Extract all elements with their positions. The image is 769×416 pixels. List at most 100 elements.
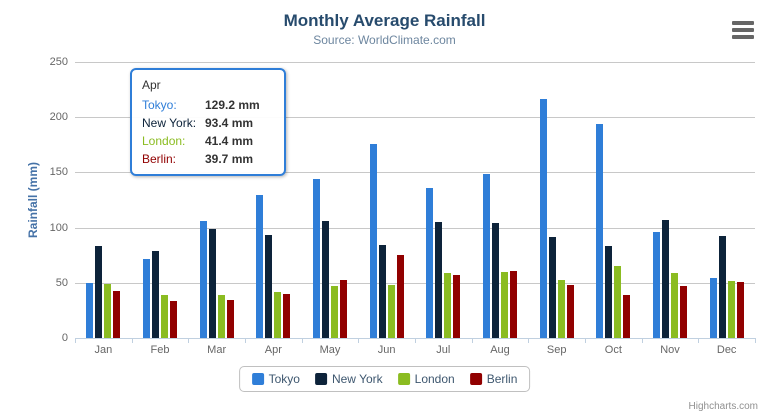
bar-london-oct[interactable] <box>614 266 622 338</box>
bar-tokyo-jul[interactable] <box>426 188 434 338</box>
bar-berlin-feb[interactable] <box>170 301 177 338</box>
bar-berlin-aug[interactable] <box>510 271 517 338</box>
bar-new-york-dec[interactable] <box>718 236 726 338</box>
bar-new-york-jan[interactable] <box>95 245 103 338</box>
bar-new-york-apr[interactable] <box>265 234 273 338</box>
legend-item-london[interactable]: London <box>397 372 455 386</box>
bar-tokyo-jun[interactable] <box>369 143 377 338</box>
y-axis-tick-label: 0 <box>61 332 68 344</box>
bar-london-feb[interactable] <box>161 295 168 338</box>
chart-subtitle: Source: WorldClimate.com <box>313 33 456 47</box>
bar-tokyo-jan[interactable] <box>86 282 94 338</box>
tooltip-series-value: 41.4 mm <box>205 134 254 148</box>
bar-berlin-nov[interactable] <box>680 286 687 338</box>
bar-london-may[interactable] <box>331 286 338 338</box>
bar-new-york-sep[interactable] <box>548 237 556 338</box>
bar-tokyo-feb[interactable] <box>143 259 150 338</box>
x-axis-category-label: Dec <box>716 344 737 356</box>
legend-item-tokyo[interactable]: Tokyo <box>251 372 300 386</box>
legend: Tokyo New York London Berlin <box>238 366 531 392</box>
tooltip-series-value: 39.7 mm <box>205 152 254 166</box>
tooltip-series-label: London: <box>142 134 186 148</box>
bar-tokyo-oct[interactable] <box>596 123 604 338</box>
bar-berlin-jun[interactable] <box>396 254 404 338</box>
bar-tokyo-may[interactable] <box>313 179 320 338</box>
x-axis-category-label: Feb <box>150 344 170 356</box>
x-axis-category-label: Mar <box>207 344 227 356</box>
bar-berlin-jul[interactable] <box>453 274 461 338</box>
y-axis-tick-label: 200 <box>49 111 68 124</box>
x-axis-category-label: Jan <box>94 344 113 356</box>
legend-label: New York <box>331 372 383 386</box>
bar-berlin-oct[interactable] <box>623 294 631 338</box>
bar-london-jan[interactable] <box>104 284 112 338</box>
x-axis-tick <box>415 339 416 343</box>
bar-london-mar[interactable] <box>217 294 225 338</box>
bar-new-york-aug[interactable] <box>492 222 499 338</box>
bar-london-aug[interactable] <box>501 272 508 338</box>
legend-swatch-tokyo <box>251 373 264 385</box>
bar-tokyo-nov[interactable] <box>653 232 660 338</box>
tooltip-category: Apr <box>142 78 161 92</box>
tooltip-series-value: 93.4 mm <box>205 116 254 130</box>
bar-new-york-may[interactable] <box>322 220 329 338</box>
bar-london-jun[interactable] <box>387 284 395 338</box>
bar-new-york-oct[interactable] <box>605 245 613 338</box>
x-axis-category-label: Nov <box>660 344 680 356</box>
chart-title: Monthly Average Rainfall <box>283 11 486 30</box>
tooltip-rows: Tokyo: 129.2 mm New York: 93.4 mm London: 41.… <box>142 96 274 168</box>
bar-new-york-jul[interactable] <box>435 222 443 338</box>
bar-london-apr[interactable] <box>274 292 282 338</box>
x-axis-category-label: Apr <box>264 344 282 356</box>
bar-berlin-sep[interactable] <box>566 285 574 338</box>
bar-tokyo-aug[interactable] <box>483 174 490 338</box>
x-axis-tick <box>131 339 133 343</box>
bar-berlin-dec[interactable] <box>736 281 744 338</box>
hamburger-icon <box>732 28 754 32</box>
bar-new-york-jun[interactable] <box>378 244 386 338</box>
x-axis-tick <box>641 339 643 343</box>
export-menu-button[interactable] <box>732 21 754 39</box>
bar-new-york-mar[interactable] <box>208 229 216 338</box>
bar-new-york-nov[interactable] <box>662 220 669 338</box>
bar-berlin-apr[interactable] <box>283 294 291 338</box>
legend-swatch-new-york <box>314 373 327 385</box>
bar-new-york-feb[interactable] <box>152 251 159 338</box>
bar-tokyo-dec[interactable] <box>709 277 717 338</box>
bar-berlin-jan[interactable] <box>113 291 121 338</box>
hamburger-icon <box>732 35 754 39</box>
bar-london-jul[interactable] <box>444 272 452 338</box>
bar-berlin-mar[interactable] <box>226 299 234 338</box>
x-axis-tick <box>301 339 303 343</box>
bar-london-dec[interactable] <box>727 281 735 338</box>
bar-tokyo-apr[interactable] <box>256 195 264 338</box>
x-axis-tick <box>528 339 530 343</box>
x-axis-tick <box>188 339 190 343</box>
y-axis-tick-label: 100 <box>49 221 68 234</box>
credits-link[interactable]: Highcharts.com <box>688 401 758 412</box>
legend-swatch-london <box>397 373 410 385</box>
x-axis-tick <box>75 339 76 343</box>
gridline <box>75 172 755 174</box>
x-axis-tick <box>755 339 756 343</box>
legend-label: Tokyo <box>268 372 300 386</box>
tooltip: Apr Tokyo: 129.2 mm New York: 93.4 mm London… <box>130 68 286 176</box>
bar-berlin-may[interactable] <box>340 279 347 338</box>
hamburger-icon <box>732 21 754 25</box>
legend-item-new-york[interactable]: New York <box>314 372 383 386</box>
bar-tokyo-mar[interactable] <box>199 220 207 338</box>
gridline <box>75 117 755 119</box>
bar-london-nov[interactable] <box>671 272 678 338</box>
bar-london-sep[interactable] <box>557 280 565 338</box>
x-axis-category-label: Aug <box>490 344 510 356</box>
legend-item-berlin[interactable]: Berlin <box>469 372 517 386</box>
bar-tokyo-sep[interactable] <box>539 99 547 338</box>
x-axis-category-label: Jul <box>436 344 451 356</box>
x-axis-line <box>75 338 756 339</box>
tooltip-series-label: Berlin: <box>142 152 177 166</box>
x-axis-tick <box>245 339 246 343</box>
x-axis-tick <box>698 339 700 343</box>
legend-swatch-berlin <box>469 373 482 385</box>
x-axis-category-label: Jun <box>377 344 396 356</box>
